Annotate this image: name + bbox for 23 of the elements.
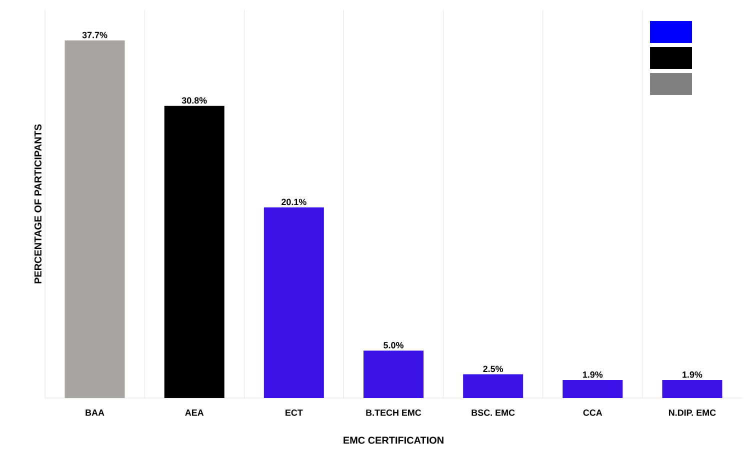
x-tick-label: BAA <box>86 410 104 416</box>
data-label: 2.5% <box>483 366 504 372</box>
bar <box>164 106 224 398</box>
x-tick-label: B.TECH EMC <box>366 410 422 416</box>
x-axis-title: EMC CERTIFICATION <box>344 436 444 444</box>
data-label: 1.9% <box>582 371 603 378</box>
x-tick-label: AEA <box>185 410 204 416</box>
bar <box>64 40 125 398</box>
x-tick-label: ECT <box>286 410 303 416</box>
x-tick-label: CCA <box>583 410 602 416</box>
bar <box>364 350 424 398</box>
y-axis-title: PERCENTAGE OF PARTICIPANTS <box>34 124 42 284</box>
data-label: 1.9% <box>682 371 702 378</box>
data-label: 30.8% <box>182 97 207 104</box>
x-tick-label: BSC. EMC <box>472 410 515 416</box>
x-tick-label: N.DIP. EMC <box>668 410 716 416</box>
bar <box>562 380 623 398</box>
bar <box>264 207 324 398</box>
bar <box>463 374 524 398</box>
data-label: 37.7% <box>82 32 108 38</box>
data-label: 20.1% <box>282 198 306 206</box>
data-label: 5.0% <box>384 342 404 348</box>
bar <box>662 380 722 398</box>
